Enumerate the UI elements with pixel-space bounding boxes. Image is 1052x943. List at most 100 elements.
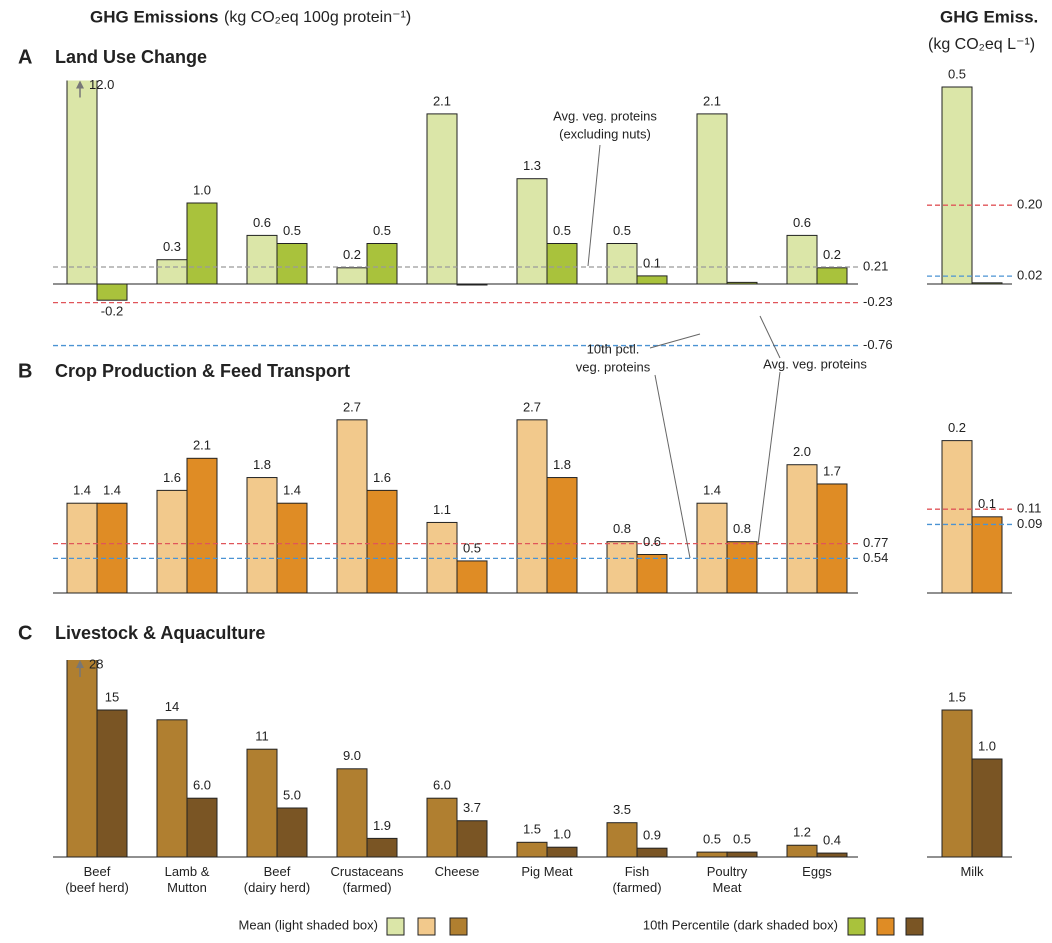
value-label: 2.7	[343, 399, 361, 414]
value-label: 0.1	[643, 255, 661, 270]
annotation-leader	[757, 371, 781, 546]
value-label: 1.8	[553, 457, 571, 472]
bar	[786, 234, 818, 285]
value-label: 0.6	[793, 215, 811, 230]
bar	[696, 113, 728, 285]
bar	[336, 267, 368, 285]
bar	[971, 758, 1003, 858]
annotation: 10th pctl.	[587, 341, 640, 356]
value-label: 28	[89, 656, 103, 671]
bar	[456, 820, 488, 858]
bar	[786, 844, 818, 858]
value-label: 1.6	[373, 470, 391, 485]
bars	[66, 660, 848, 858]
bar	[246, 477, 278, 594]
bar	[816, 267, 848, 285]
truncation-arrow-head	[76, 80, 84, 89]
bar	[96, 709, 128, 858]
value-label: 0.5	[553, 223, 571, 238]
legend-swatch	[847, 917, 866, 936]
bar	[816, 852, 848, 858]
value-label: 0.6	[643, 534, 661, 549]
annotation-leader	[587, 144, 601, 267]
bar	[606, 822, 638, 858]
panel-title: Livestock & Aquaculture	[55, 623, 265, 643]
bar	[186, 202, 218, 285]
value-label: 1.5	[948, 689, 966, 704]
bar	[786, 464, 818, 594]
reference-label: 0.09	[1017, 516, 1042, 531]
x-tick-label: Milk	[960, 864, 984, 879]
panel-title: Crop Production & Feed Transport	[55, 361, 350, 381]
panel-title: Land Use Change	[55, 47, 207, 67]
panel-letter: C	[18, 622, 32, 644]
legend-swatch	[386, 917, 405, 936]
value-label: 1.4	[103, 483, 121, 498]
value-label: 0.2	[948, 420, 966, 435]
value-label: 0.5	[703, 832, 721, 847]
legend-swatch	[905, 917, 924, 936]
value-label: 0.1	[978, 496, 996, 511]
bar	[276, 502, 308, 594]
reference-label: -0.23	[863, 294, 893, 309]
bar	[276, 807, 308, 858]
value-label: 0.5	[613, 223, 631, 238]
x-tick-label: Cheese	[434, 864, 480, 879]
value-label: 0.5	[733, 832, 751, 847]
bars	[941, 709, 1003, 858]
value-label: 1.6	[163, 470, 181, 485]
panel-letter: A	[18, 46, 32, 68]
bar	[456, 560, 488, 594]
bar	[246, 234, 278, 285]
value-label: 14	[165, 699, 179, 714]
bar	[816, 483, 848, 594]
milk-unit: (kg CO₂eq L⁻¹)	[928, 36, 1035, 53]
value-label: 2.0	[793, 444, 811, 459]
bar	[366, 837, 398, 858]
bars	[941, 440, 1003, 594]
milk-title: GHG Emiss.	[940, 7, 1038, 26]
bar	[726, 851, 758, 858]
bar	[726, 541, 758, 594]
value-label: 1.7	[823, 463, 841, 478]
x-tick-label: Crustaceans (farmed)	[330, 864, 404, 895]
reference-label: 0.20	[1017, 197, 1042, 212]
bar	[516, 841, 548, 858]
bar	[246, 748, 278, 858]
x-tick-label: Fish (farmed)	[612, 864, 662, 895]
annotation-leader	[654, 374, 691, 559]
value-label: 3.7	[463, 800, 481, 815]
legend-swatch	[417, 917, 436, 936]
figure-title: GHG Emissions	[90, 7, 218, 26]
value-label: 0.5	[373, 223, 391, 238]
x-tick-label: Eggs	[802, 864, 832, 879]
bar	[96, 283, 128, 301]
value-label: 1.0	[978, 738, 996, 753]
value-label: 0.3	[163, 239, 181, 254]
bar	[96, 502, 128, 594]
value-label: 1.4	[283, 483, 301, 498]
bar	[156, 719, 188, 858]
bar	[186, 797, 218, 858]
bar	[426, 797, 458, 858]
value-label: 0.9	[643, 828, 661, 843]
reference-label: 0.02	[1017, 268, 1042, 283]
bar	[366, 243, 398, 285]
value-label: 0.5	[948, 66, 966, 81]
bar	[636, 554, 668, 594]
bar	[336, 419, 368, 594]
x-tick-label: Lamb & Mutton	[164, 864, 210, 895]
annotation-leader	[649, 333, 701, 349]
value-label: -0.2	[101, 304, 123, 319]
bar	[941, 86, 973, 285]
reference-label: 0.11	[1017, 501, 1041, 516]
value-label: 1.3	[523, 158, 541, 173]
value-label: 0.5	[283, 223, 301, 238]
value-label: 1.9	[373, 818, 391, 833]
bars	[941, 86, 1003, 285]
value-label: 0.2	[823, 247, 841, 262]
annotation: (excluding nuts)	[559, 126, 651, 141]
bar	[186, 457, 218, 594]
value-label: 1.2	[793, 825, 811, 840]
